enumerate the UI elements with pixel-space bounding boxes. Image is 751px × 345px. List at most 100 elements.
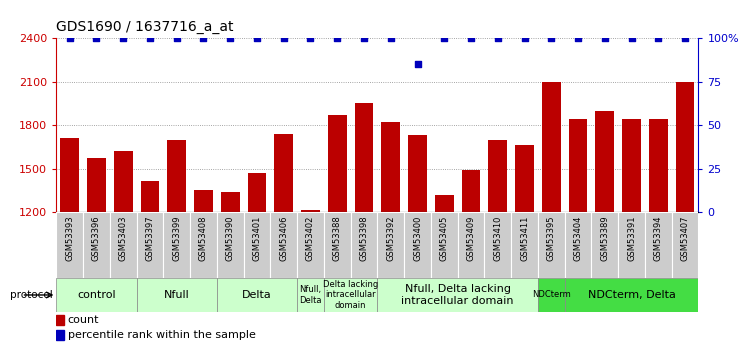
FancyBboxPatch shape [431,212,457,278]
Text: GSM53399: GSM53399 [172,215,181,261]
Bar [328,115,347,345]
FancyBboxPatch shape [484,212,511,278]
FancyBboxPatch shape [56,212,83,278]
FancyBboxPatch shape [270,212,297,278]
Text: GSM53404: GSM53404 [574,215,583,261]
Point [251,35,263,41]
Text: GSM53410: GSM53410 [493,215,502,261]
Point [385,35,397,41]
Text: GSM53389: GSM53389 [600,215,609,261]
Text: GSM53392: GSM53392 [386,215,395,261]
Text: NDCterm: NDCterm [532,290,571,299]
Bar [114,151,133,345]
Text: Delta lacking
intracellular
domain: Delta lacking intracellular domain [323,280,379,310]
Text: GSM53411: GSM53411 [520,215,529,261]
Text: percentile rank within the sample: percentile rank within the sample [68,330,255,340]
Text: NDCterm, Delta: NDCterm, Delta [587,290,675,300]
Point [358,35,370,41]
Point [465,35,477,41]
Bar [515,145,534,345]
Point [545,35,557,41]
Text: GSM53400: GSM53400 [413,215,422,261]
Text: GSM53390: GSM53390 [226,215,235,261]
Point [170,35,182,41]
Bar [56,315,65,325]
Text: count: count [68,315,99,325]
FancyBboxPatch shape [618,212,645,278]
Text: protocol: protocol [10,290,53,300]
FancyBboxPatch shape [645,212,671,278]
Point [439,35,451,41]
FancyBboxPatch shape [377,212,404,278]
Text: Nfull, Delta lacking
intracellular domain: Nfull, Delta lacking intracellular domai… [401,284,514,306]
FancyBboxPatch shape [324,212,351,278]
Bar [488,140,507,345]
Bar [622,119,641,345]
Text: GSM53406: GSM53406 [279,215,288,261]
Text: GSM53395: GSM53395 [547,215,556,261]
FancyBboxPatch shape [217,278,297,312]
Point [331,35,343,41]
Text: GSM53402: GSM53402 [306,215,315,261]
Text: GSM53394: GSM53394 [654,215,663,261]
Bar [382,122,400,345]
FancyBboxPatch shape [137,212,163,278]
FancyBboxPatch shape [538,278,565,312]
Bar [194,190,213,345]
Text: GDS1690 / 1637716_a_at: GDS1690 / 1637716_a_at [56,20,234,34]
Text: GSM53408: GSM53408 [199,215,208,261]
FancyBboxPatch shape [351,212,377,278]
Text: GSM53398: GSM53398 [360,215,369,261]
Bar [354,103,373,345]
Point [572,35,584,41]
Text: GSM53409: GSM53409 [466,215,475,261]
Bar [462,170,481,345]
Point [198,35,210,41]
FancyBboxPatch shape [297,212,324,278]
FancyBboxPatch shape [110,212,137,278]
Bar [649,119,668,345]
FancyBboxPatch shape [137,278,217,312]
Point [117,35,129,41]
Bar [596,111,614,345]
Text: GSM53388: GSM53388 [333,215,342,261]
FancyBboxPatch shape [511,212,538,278]
FancyBboxPatch shape [56,278,137,312]
FancyBboxPatch shape [377,278,538,312]
Point [679,35,691,41]
Text: GSM53391: GSM53391 [627,215,636,261]
FancyBboxPatch shape [671,212,698,278]
Point [64,35,76,41]
Text: GSM53396: GSM53396 [92,215,101,261]
Point [144,35,156,41]
Text: control: control [77,290,116,300]
Text: Nfull,
Delta: Nfull, Delta [299,285,321,305]
FancyBboxPatch shape [538,212,565,278]
Point [518,35,530,41]
Bar [408,135,427,345]
Bar [569,119,587,345]
Point [304,35,316,41]
Bar [274,134,293,345]
FancyBboxPatch shape [324,278,377,312]
Bar [248,173,267,345]
FancyBboxPatch shape [565,278,698,312]
Text: GSM53393: GSM53393 [65,215,74,261]
Point [492,35,504,41]
Text: GSM53401: GSM53401 [252,215,261,261]
Bar [167,140,186,345]
Point [90,35,102,41]
Bar [435,195,454,345]
FancyBboxPatch shape [83,212,110,278]
Bar [676,81,695,345]
FancyBboxPatch shape [297,278,324,312]
FancyBboxPatch shape [592,212,618,278]
Bar [56,330,65,340]
FancyBboxPatch shape [190,212,217,278]
Bar [87,158,106,345]
Bar [542,81,561,345]
FancyBboxPatch shape [243,212,270,278]
Text: Nfull: Nfull [164,290,189,300]
Bar [221,192,240,345]
FancyBboxPatch shape [163,212,190,278]
